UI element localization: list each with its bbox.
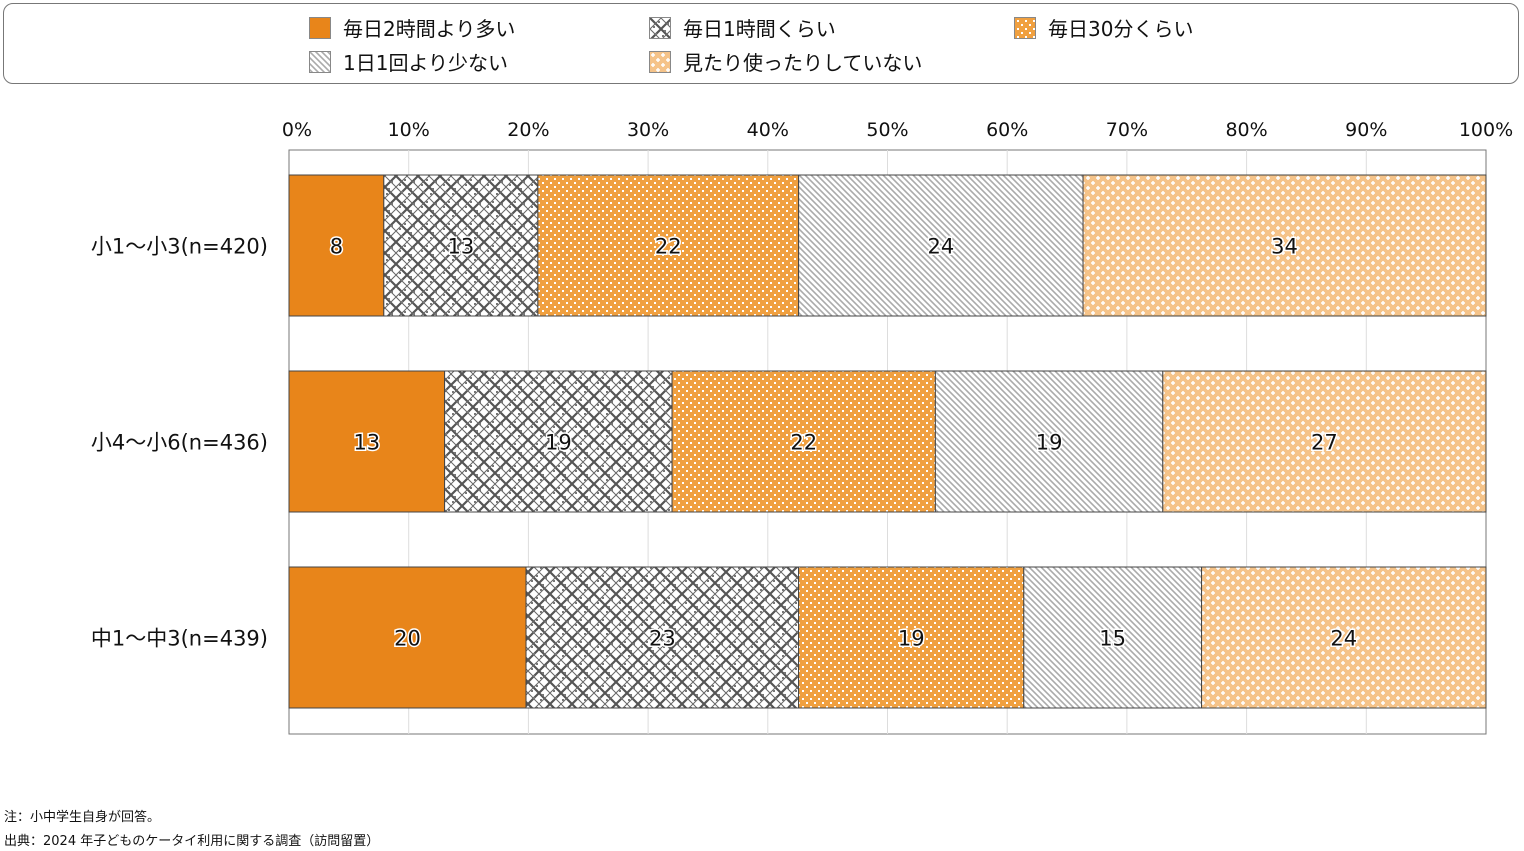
data-label: 24 — [1330, 627, 1357, 651]
x-tick-label: 70% — [1106, 119, 1148, 141]
legend-label: 1日1回より少ない — [343, 51, 509, 75]
bar-segment — [798, 566, 1025, 709]
data-label: 27 — [1311, 431, 1338, 455]
chart-source: 出典：2024 年子どものケータイ利用に関する調査（訪問留置） — [4, 834, 380, 849]
data-label: 20 — [394, 627, 421, 651]
legend-item: 毎日2時間より多い — [309, 13, 515, 42]
category-label: 小1～小3(n=420) — [91, 235, 268, 259]
legend-item: 毎日30分くらい — [1014, 13, 1193, 42]
legend-swatch — [649, 50, 671, 73]
data-label: 22 — [790, 431, 817, 455]
x-tick-label: 90% — [1345, 119, 1387, 141]
legend: 毎日2時間より多い 毎日1時間くらい 毎日30分くらい 1日1回より少ない 見たり使った… — [3, 3, 1519, 84]
data-label: 13 — [353, 431, 380, 455]
legend-swatch — [649, 16, 671, 39]
bar-segment — [671, 370, 936, 513]
bar-segment — [525, 566, 800, 709]
legend-swatch — [309, 50, 331, 73]
legend-label: 毎日2時間より多い — [343, 17, 516, 41]
data-label: 34 — [1271, 235, 1298, 259]
legend-label: 毎日1時間くらい — [683, 17, 836, 41]
x-tick-label: 60% — [986, 119, 1028, 141]
bar-segment — [537, 174, 800, 317]
data-label: 19 — [898, 627, 925, 651]
data-label: 15 — [1099, 627, 1126, 651]
x-tick-label: 80% — [1225, 119, 1267, 141]
x-tick-label: 20% — [507, 119, 549, 141]
bar-segment — [1201, 566, 1487, 709]
bar-segment — [1023, 566, 1203, 709]
legend-label: 毎日30分くらい — [1048, 17, 1194, 41]
x-tick-label: 10% — [388, 119, 430, 141]
legend-item: 毎日1時間くらい — [649, 13, 836, 42]
bar-segment — [383, 174, 539, 317]
legend-swatch — [309, 16, 331, 39]
category-label: 小4～小6(n=436) — [91, 431, 268, 455]
x-tick-label: 100% — [1459, 119, 1513, 141]
data-label: 8 — [330, 235, 343, 259]
bar-segment — [1082, 174, 1487, 317]
legend-item: 1日1回より少ない — [309, 47, 508, 76]
bar-segment — [934, 370, 1164, 513]
chart-note: 注：小中学生自身が回答。 — [4, 810, 161, 825]
x-tick-label: 40% — [747, 119, 789, 141]
data-label: 19 — [545, 431, 572, 455]
x-tick-label: 50% — [866, 119, 908, 141]
bar-segment — [288, 370, 446, 513]
data-label: 13 — [447, 235, 474, 259]
category-label: 中1～中3(n=439) — [91, 627, 268, 651]
data-label: 23 — [649, 627, 676, 651]
legend-item: 見たり使ったりしていない — [649, 47, 922, 76]
data-label: 19 — [1036, 431, 1063, 455]
x-tick-label: 0% — [282, 119, 312, 141]
bar-segment — [444, 370, 673, 513]
bar-segment — [288, 174, 385, 317]
legend-label: 見たり使ったりしていない — [683, 51, 923, 75]
bar-segment — [798, 174, 1084, 317]
bar-segment — [288, 566, 527, 709]
bar-segment — [1162, 370, 1487, 513]
legend-swatch — [1014, 16, 1036, 39]
data-label: 22 — [655, 235, 682, 259]
x-tick-label: 30% — [627, 119, 669, 141]
data-label: 24 — [927, 235, 954, 259]
